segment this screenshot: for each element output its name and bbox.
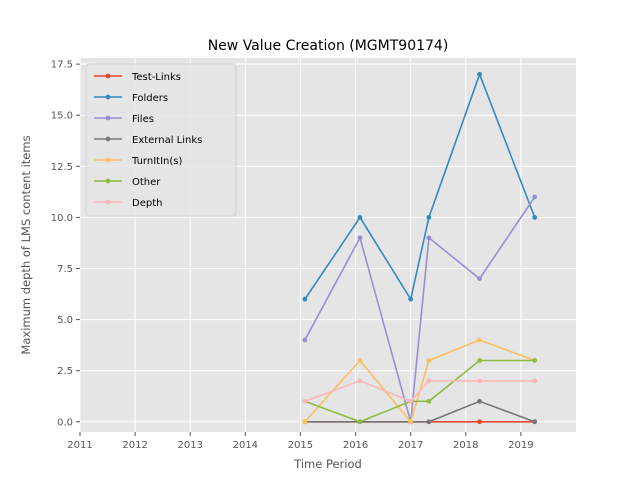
data-point-depth [408, 398, 414, 404]
y-axis: 0.0 2.5 5.0 7.5 10.0 12.5 15.0 17.5 [51, 60, 80, 428]
x-tick-label: 2012 [122, 440, 147, 451]
x-tick-label: 2016 [343, 440, 368, 451]
y-tick-label: 17.5 [51, 60, 73, 71]
data-point-folders [477, 71, 482, 77]
x-axis: 2011 2012 2013 2014 2015 2016 2017 2018 2019 [67, 432, 534, 451]
data-point-folders [302, 296, 308, 302]
data-point-files [302, 337, 308, 343]
legend: Test-Links Folders Files External Links Turn… [85, 63, 237, 217]
data-point-external-links [477, 398, 482, 404]
data-point-folders [357, 215, 363, 220]
data-point-files [357, 235, 363, 241]
data-point-test-links [477, 419, 482, 425]
y-tick-label: 2.5 [57, 366, 73, 377]
legend-box [85, 63, 237, 217]
x-tick-label: 2013 [177, 440, 202, 451]
data-point-depth [302, 398, 308, 404]
legend-label: Test-Links [131, 72, 181, 83]
legend-marker [105, 157, 111, 163]
data-point-external-links [532, 419, 538, 425]
x-tick-label: 2017 [398, 440, 423, 451]
legend-marker [105, 94, 111, 100]
data-point-turnitin-s [302, 419, 308, 425]
data-point-files [477, 276, 482, 282]
data-point-other [477, 358, 482, 363]
legend-marker [105, 199, 111, 205]
data-point-depth [477, 378, 482, 384]
x-tick-label: 2018 [453, 440, 478, 451]
data-point-files [532, 194, 538, 200]
legend-label: Folders [132, 93, 168, 104]
data-point-other [426, 398, 432, 404]
series-line-other [304, 359, 535, 423]
series-line-folders [304, 71, 536, 302]
legend-label: Depth [132, 198, 162, 209]
x-tick-label: 2011 [67, 440, 92, 451]
series-line-files [304, 196, 536, 423]
legend-marker [105, 178, 111, 184]
x-tick-label: 2015 [288, 440, 313, 451]
data-point-depth [426, 378, 432, 384]
y-tick-label: 10.0 [51, 213, 73, 224]
data-point-turnitin-s [477, 337, 482, 343]
legend-label: Files [132, 114, 154, 125]
data-point-other [532, 358, 538, 363]
legend-label: Other [132, 177, 161, 188]
legend-label: External Links [132, 135, 202, 146]
legend-label: TurnItIn(s) [131, 156, 182, 167]
data-point-turnitin-s [408, 419, 414, 425]
data-point-folders [532, 215, 538, 220]
data-point-turnitin-s [357, 358, 363, 363]
series-lines [302, 71, 538, 425]
x-tick-label: 2014 [233, 440, 258, 451]
data-point-files [426, 235, 432, 241]
data-point-other [357, 419, 363, 425]
data-point-depth [357, 378, 363, 384]
x-axis-title: Time Period [293, 457, 362, 471]
data-point-depth [532, 378, 538, 384]
chart-title: New Value Creation (MGMT90174) [208, 38, 449, 54]
legend-marker [105, 115, 111, 121]
data-point-external-links [426, 419, 432, 425]
data-point-folders [408, 296, 414, 302]
legend-marker [105, 136, 111, 142]
y-tick-label: 7.5 [57, 264, 73, 275]
y-tick-label: 12.5 [51, 162, 73, 173]
series-line-depth [304, 380, 535, 403]
y-tick-label: 0.0 [57, 417, 73, 428]
y-tick-label: 5.0 [57, 315, 73, 326]
x-tick-label: 2019 [508, 440, 533, 451]
data-point-turnitin-s [426, 358, 432, 363]
y-axis-title: Maximum depth of LMS content items [19, 135, 33, 354]
data-point-folders [426, 215, 432, 220]
legend-marker [105, 73, 111, 79]
series-line-external-links [304, 400, 535, 423]
y-tick-label: 15.0 [51, 111, 73, 122]
